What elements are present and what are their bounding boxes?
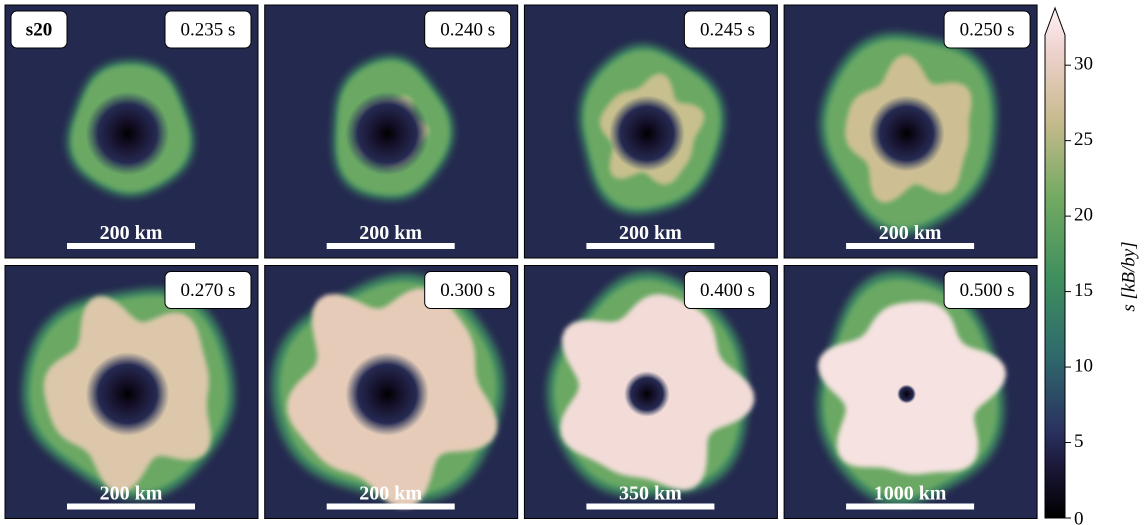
core	[869, 96, 945, 172]
panel: 0.500 s 1000 km	[784, 266, 1037, 519]
time-label: 0.300 s	[440, 280, 495, 301]
panel: 0.235 s 200 km s20	[5, 5, 258, 258]
panel: 0.245 s 200 km	[524, 5, 777, 258]
figure: 0.235 s 200 km s20 0.240 s 200 km 0.245 s 200 …	[0, 0, 1148, 525]
panel: 0.270 s 200 km	[5, 266, 258, 519]
scale-label: 200 km	[100, 483, 163, 505]
core	[897, 385, 916, 404]
time-label: 0.235 s	[181, 19, 236, 40]
time-label: 0.500 s	[960, 280, 1015, 301]
core	[86, 352, 170, 436]
time-label: 0.400 s	[700, 280, 755, 301]
colorbar-tick-label: 15	[1074, 280, 1093, 301]
time-label: 0.270 s	[181, 280, 236, 301]
colorbar-tick-label: 30	[1074, 54, 1093, 75]
scale-label: 200 km	[619, 222, 682, 244]
colorbar-tick-label: 20	[1074, 204, 1093, 225]
colorbar-label: s [kB/by]	[1118, 241, 1139, 311]
colorbar-tick-label: 0	[1074, 508, 1084, 525]
scale-label: 200 km	[100, 222, 163, 244]
time-label: 0.240 s	[440, 19, 495, 40]
core	[345, 352, 429, 436]
panel: 0.240 s 200 km	[265, 5, 518, 258]
panel: 0.300 s 200 km	[265, 266, 518, 519]
core	[86, 92, 170, 176]
scale-label: 200 km	[359, 222, 422, 244]
colorbar	[1045, 8, 1065, 518]
scale-label: 1000 km	[874, 483, 947, 505]
scale-label: 350 km	[619, 483, 682, 505]
scale-label: 200 km	[359, 483, 422, 505]
time-label: 0.250 s	[960, 19, 1015, 40]
core	[609, 96, 685, 172]
colorbar-tick-label: 10	[1074, 355, 1093, 376]
scale-label: 200 km	[879, 222, 942, 244]
core	[345, 92, 429, 176]
time-label: 0.245 s	[700, 19, 755, 40]
core	[624, 371, 670, 417]
colorbar-tick-label: 5	[1074, 431, 1084, 452]
panel: 0.250 s 200 km	[784, 5, 1037, 258]
colorbar-tick-label: 25	[1074, 129, 1093, 150]
model-label: s20	[26, 19, 52, 40]
panel: 0.400 s 350 km	[524, 266, 777, 519]
